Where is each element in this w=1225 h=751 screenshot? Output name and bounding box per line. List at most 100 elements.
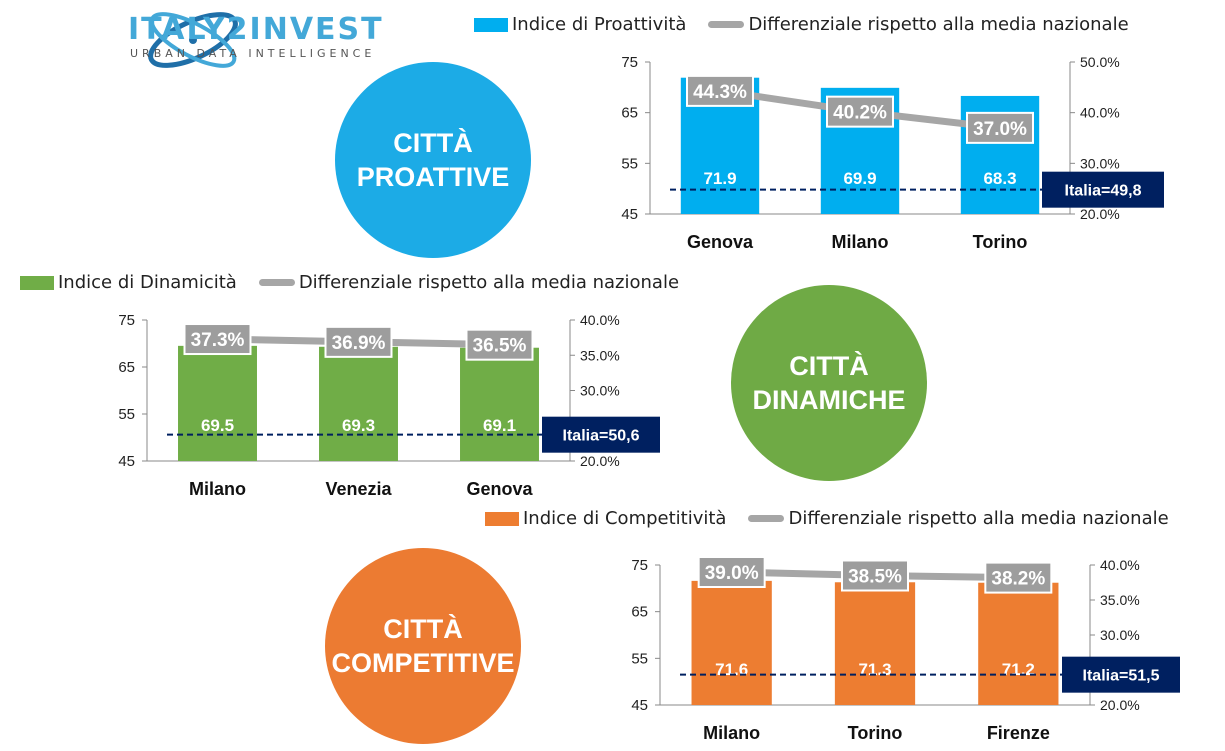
y-tick-label: 65 bbox=[621, 105, 638, 122]
y-tick-label: 45 bbox=[118, 453, 135, 470]
line-point-badge bbox=[966, 111, 1034, 144]
brand-logo bbox=[148, 12, 238, 68]
brand-name: ITALY2INVEST bbox=[128, 12, 384, 47]
category-label: Firenze bbox=[987, 723, 1050, 743]
chart-proattivita: 45 55 65 75 20.0% 30.0% 40.0% 50.0% 71.9 Genova 69… bbox=[621, 54, 1164, 252]
legend-label-bar: Indice di Proattività bbox=[512, 14, 687, 35]
line-point-badge bbox=[324, 325, 393, 358]
y-tick-label: 75 bbox=[621, 54, 638, 71]
reference-badge bbox=[542, 416, 660, 453]
y-tick-label: 65 bbox=[631, 604, 648, 621]
reference-label: Italia=50,6 bbox=[563, 428, 640, 445]
circle-proattive-line1: CITTÀ bbox=[393, 128, 473, 158]
y2-tick-label: 20.0% bbox=[1080, 206, 1120, 222]
line-point-label: 40.2% bbox=[833, 103, 887, 124]
line-point-label: 36.9% bbox=[332, 333, 386, 354]
line-point-badge bbox=[826, 95, 894, 128]
category-label: Genova bbox=[687, 232, 754, 252]
line-point-badge bbox=[841, 559, 909, 592]
category-label: Milano bbox=[703, 723, 760, 743]
bar bbox=[460, 347, 539, 461]
line-point-label: 39.0% bbox=[705, 563, 759, 584]
circle-proattive-line2: PROATTIVE bbox=[356, 162, 510, 192]
bar bbox=[834, 582, 916, 705]
chart-competitivita: 45 55 65 75 20.0% 30.0% 35.0% 40.0% 71.6 Milano 71… bbox=[631, 556, 1180, 743]
category-label: Torino bbox=[848, 723, 903, 743]
circle-proattive: CITTÀ PROATTIVE bbox=[335, 62, 531, 258]
legend-label-bar: Indice di Dinamicità bbox=[58, 272, 237, 293]
y-tick-label: 45 bbox=[631, 697, 648, 714]
line-point-label: 44.3% bbox=[693, 82, 747, 103]
category-label: Milano bbox=[189, 479, 246, 499]
chart-dinamicita: 45 55 65 75 20.0% 30.0% 35.0% 40.0% 69.5 Milano 69… bbox=[118, 312, 660, 499]
y2-tick-label: 40.0% bbox=[1080, 105, 1120, 121]
legend-swatch-line bbox=[748, 515, 785, 522]
bar-value-label: 71.3 bbox=[858, 660, 891, 679]
y-tick-label: 65 bbox=[118, 359, 135, 376]
bar-value-label: 69.9 bbox=[843, 169, 876, 188]
y2-tick-label: 35.0% bbox=[580, 347, 620, 363]
y-tick-label: 75 bbox=[118, 312, 135, 329]
category-label: Genova bbox=[466, 479, 533, 499]
y2-tick-label: 50.0% bbox=[1080, 54, 1120, 70]
y-tick-label: 55 bbox=[621, 155, 638, 172]
bar bbox=[978, 582, 1059, 705]
legend-label-line: Differenziale rispetto alla media nazion… bbox=[788, 508, 1169, 529]
bar-value-label: 69.5 bbox=[201, 416, 234, 435]
circle-competitive-line2: COMPETITIVE bbox=[331, 648, 515, 678]
y2-tick-label: 40.0% bbox=[1100, 557, 1140, 573]
y-tick-label: 55 bbox=[118, 406, 135, 423]
bar bbox=[691, 580, 772, 705]
line-point-badge bbox=[697, 556, 766, 588]
y2-tick-label: 20.0% bbox=[580, 453, 620, 469]
y-tick-label: 75 bbox=[631, 557, 648, 574]
legend-label-bar: Indice di Competitività bbox=[523, 508, 727, 529]
category-label: Milano bbox=[832, 232, 889, 252]
bar bbox=[319, 346, 398, 461]
circle-competitive: CITTÀ COMPETITIVE bbox=[325, 548, 521, 744]
line-point-label: 37.3% bbox=[191, 330, 245, 351]
legend-label-line: Differenziale rispetto alla media nazion… bbox=[748, 14, 1129, 35]
line-point-badge bbox=[686, 74, 754, 107]
circle-competitive-line1: CITTÀ bbox=[383, 614, 463, 644]
line-point-label: 38.2% bbox=[991, 569, 1045, 590]
reference-label: Italia=51,5 bbox=[1083, 668, 1160, 685]
legend-swatch-bar bbox=[20, 275, 54, 290]
y2-tick-label: 30.0% bbox=[580, 383, 620, 399]
legend-swatch-bar bbox=[474, 17, 508, 32]
legend-swatch-line bbox=[258, 279, 295, 286]
reference-badge bbox=[1062, 656, 1180, 693]
bar-value-label: 71.6 bbox=[715, 660, 748, 679]
brand-tagline: URBAN DATA INTELLIGENCE bbox=[130, 47, 376, 60]
circle-dinamiche-line1: CITTÀ bbox=[789, 351, 869, 381]
legend-dinamicita: Indice di Dinamicità Differenziale rispe… bbox=[20, 272, 679, 293]
y-tick-label: 45 bbox=[621, 206, 638, 223]
bar-value-label: 71.9 bbox=[703, 169, 736, 188]
line-point-badge bbox=[465, 328, 534, 361]
legend-competitivita: Indice di Competitività Differenziale ri… bbox=[485, 508, 1169, 529]
bar-value-label: 69.3 bbox=[342, 416, 375, 435]
bar-value-label: 69.1 bbox=[483, 416, 516, 435]
y2-tick-label: 20.0% bbox=[1100, 697, 1140, 713]
reference-badge bbox=[1042, 171, 1164, 208]
reference-label: Italia=49,8 bbox=[1065, 183, 1142, 200]
line-point-badge bbox=[984, 561, 1053, 594]
y2-tick-label: 30.0% bbox=[1080, 155, 1120, 171]
category-label: Torino bbox=[973, 232, 1028, 252]
bar bbox=[178, 345, 257, 461]
circle-dinamiche: CITTÀ DINAMICHE bbox=[731, 285, 927, 481]
y2-tick-label: 30.0% bbox=[1100, 627, 1140, 643]
legend-label-line: Differenziale rispetto alla media nazion… bbox=[298, 272, 680, 293]
line-point-label: 38.5% bbox=[848, 567, 902, 588]
y2-tick-label: 40.0% bbox=[580, 312, 620, 328]
legend-proattivita: Indice di Proattività Differenziale risp… bbox=[474, 14, 1129, 35]
circle-dinamiche-line2: DINAMICHE bbox=[752, 385, 906, 415]
legend-swatch-line bbox=[708, 21, 745, 28]
line-point-badge bbox=[183, 323, 252, 356]
legend-swatch-bar bbox=[485, 511, 519, 526]
y-tick-label: 55 bbox=[631, 650, 648, 667]
line-point-label: 36.5% bbox=[473, 336, 527, 357]
line-point-label: 37.0% bbox=[973, 119, 1027, 140]
bar-value-label: 68.3 bbox=[983, 169, 1016, 188]
category-label: Venezia bbox=[325, 479, 392, 499]
